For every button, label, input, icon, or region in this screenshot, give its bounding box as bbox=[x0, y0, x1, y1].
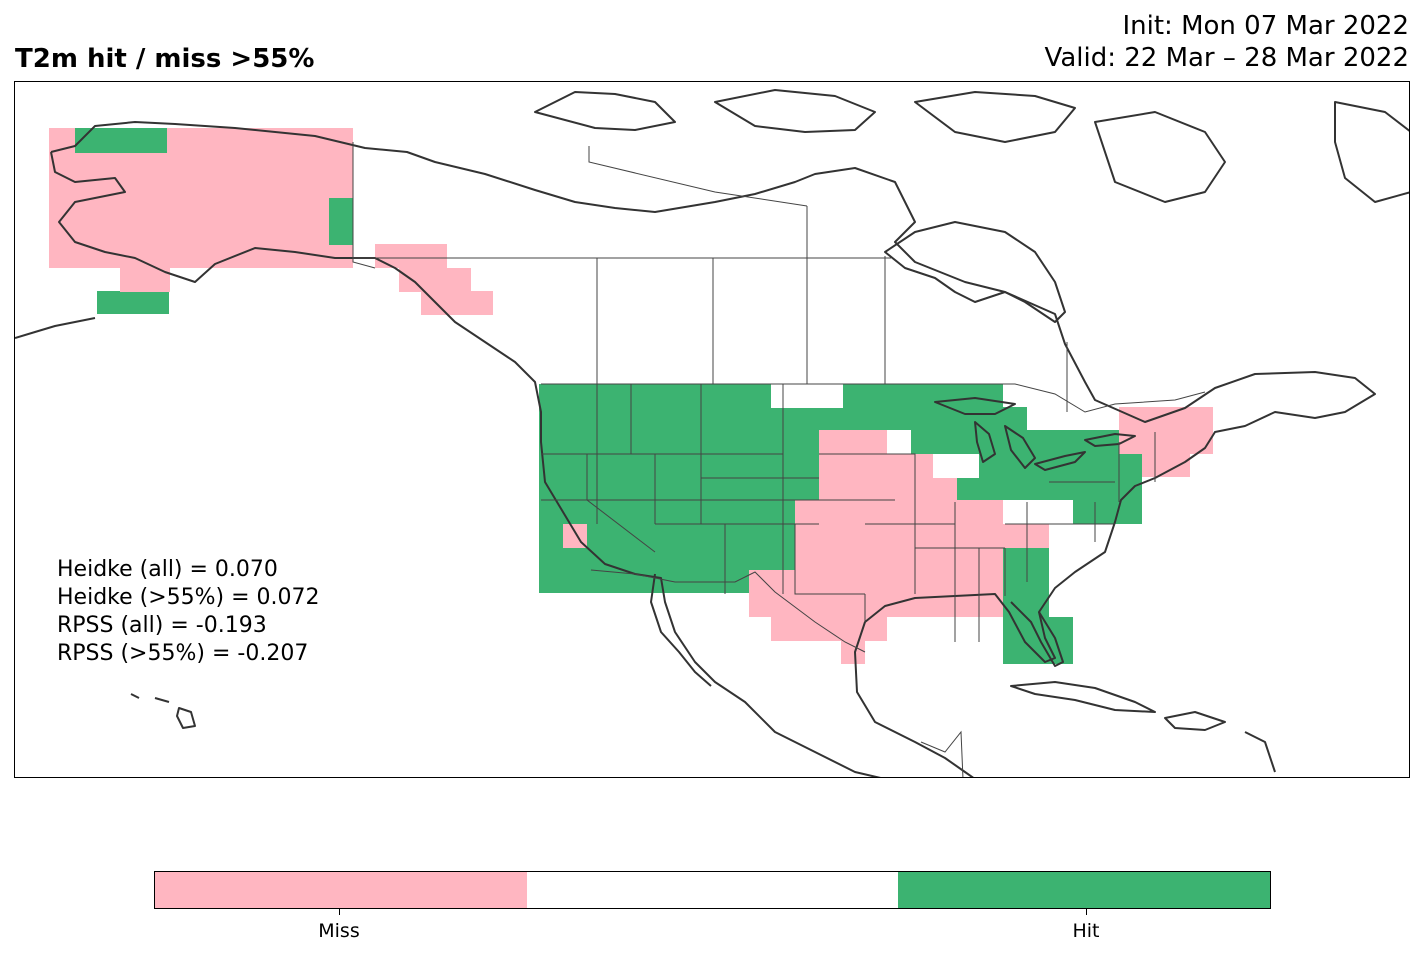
grid-cell-neutral bbox=[1003, 500, 1073, 524]
skill-scores: Heidke (all) = 0.070 Heidke (>55%) = 0.0… bbox=[57, 556, 320, 668]
forecast-grid bbox=[49, 128, 1213, 664]
grid-cell-neutral bbox=[933, 454, 979, 478]
grid-cell-hit bbox=[329, 198, 353, 245]
grid-cell-miss bbox=[1142, 454, 1190, 477]
forecast-dates: Init: Mon 07 Mar 2022 Valid: 22 Mar – 28… bbox=[1045, 10, 1409, 74]
grid-cell-hit bbox=[97, 291, 169, 314]
coastlines bbox=[15, 89, 1409, 777]
init-date: Init: Mon 07 Mar 2022 bbox=[1122, 11, 1409, 41]
grid-cell-miss bbox=[771, 594, 887, 641]
grid-cell-miss bbox=[819, 430, 891, 500]
colorbar bbox=[154, 871, 1271, 909]
heidke-all: Heidke (all) = 0.070 bbox=[57, 557, 278, 582]
colorbar-miss-segment bbox=[155, 872, 527, 908]
grid-cell-neutral bbox=[795, 384, 843, 408]
rpss-above-55: RPSS (>55%) = -0.207 bbox=[57, 641, 309, 666]
colorbar-tick-hit bbox=[1086, 909, 1087, 915]
map-title: T2m hit / miss >55% bbox=[15, 44, 315, 74]
colorbar-tick-miss bbox=[339, 909, 340, 915]
grid-cell-neutral bbox=[887, 430, 911, 454]
grid-cell-miss bbox=[421, 291, 493, 315]
grid-cell-miss bbox=[933, 524, 1049, 548]
heidke-above-55: Heidke (>55%) = 0.072 bbox=[57, 585, 320, 610]
grid-cell-miss bbox=[120, 268, 170, 292]
colorbar-hit-segment bbox=[898, 872, 1271, 908]
grid-cell-miss bbox=[841, 640, 865, 664]
rpss-all: RPSS (all) = -0.193 bbox=[57, 613, 267, 638]
grid-cell-miss bbox=[399, 268, 471, 292]
colorbar-label-hit: Hit bbox=[1072, 920, 1100, 942]
colorbar-label-miss: Miss bbox=[318, 920, 360, 942]
map-panel bbox=[14, 81, 1410, 778]
north-america-map bbox=[15, 89, 1409, 777]
political-borders bbox=[352, 142, 1206, 777]
grid-cell-hit bbox=[75, 128, 167, 153]
valid-range: Valid: 22 Mar – 28 Mar 2022 bbox=[1044, 43, 1409, 73]
colorbar-neutral-segment bbox=[526, 872, 899, 908]
